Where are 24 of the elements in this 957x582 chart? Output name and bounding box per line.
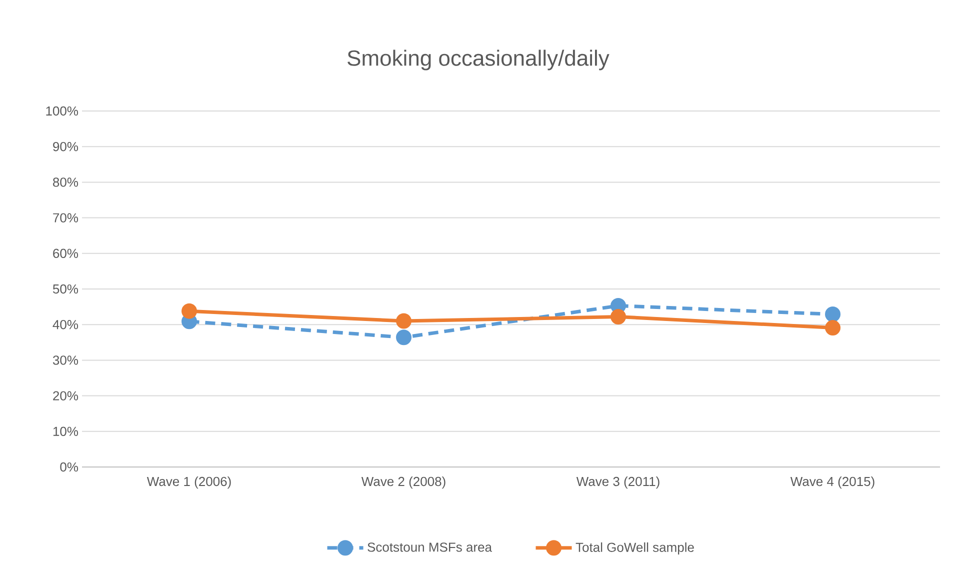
- x-tick-label: Wave 2 (2008): [361, 476, 446, 489]
- chart-title: Smoking occasionally/daily: [348, 50, 610, 70]
- point: [396, 330, 412, 346]
- x-tick-label: Wave 4 (2015): [790, 476, 874, 489]
- point: [825, 306, 841, 322]
- legend-label: Total GoWell sample: [576, 542, 694, 555]
- y-tick-label: 20%: [53, 391, 78, 400]
- point: [396, 313, 412, 329]
- point: [182, 303, 198, 319]
- y-tick-label: 60%: [53, 248, 78, 258]
- y-tick-label: 40%: [52, 320, 78, 330]
- y-tick-label: 70%: [53, 213, 78, 222]
- y-tick-label: 100%: [46, 106, 78, 116]
- y-tick-label: 30%: [52, 356, 78, 365]
- y-tick-label: 0%: [60, 462, 78, 472]
- point: [825, 320, 841, 336]
- point: [610, 309, 626, 325]
- x-tick-label: Wave 3 (2011): [576, 476, 660, 489]
- x-tick-label: Wave 1 (2006): [146, 476, 231, 489]
- legend-label: Scotstoun MSFs area: [368, 542, 492, 552]
- y-tick-label: 10%: [53, 426, 78, 436]
- y-tick-label: 50%: [52, 284, 78, 294]
- y-tick-label: 90%: [53, 142, 78, 152]
- y-tick-label: 80%: [53, 178, 78, 187]
